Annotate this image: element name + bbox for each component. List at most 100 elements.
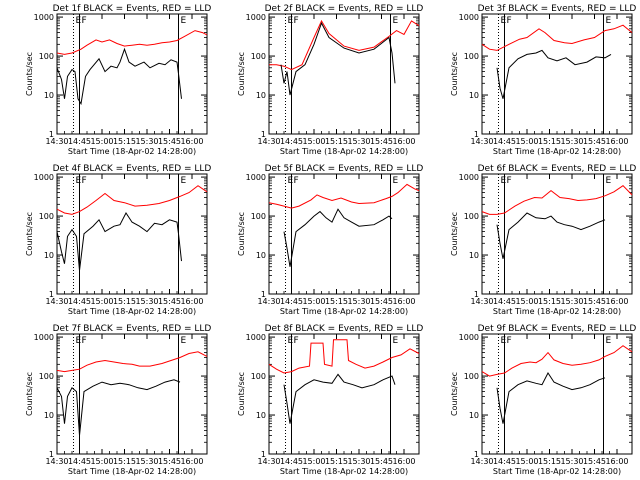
lld-series-line <box>56 30 208 55</box>
time-marker-label: F <box>82 336 87 346</box>
y-axis-label: Counts/sec <box>450 372 459 416</box>
x-tick-label: 16:00 <box>392 137 415 146</box>
x-tick-label: 16:00 <box>392 457 415 466</box>
time-marker-label: E <box>501 336 507 346</box>
y-tick-label: 1 <box>261 290 266 299</box>
x-tick-label: 14:45 <box>493 297 516 306</box>
time-marker-label: F <box>294 336 299 346</box>
y-tick-label: 100 <box>251 52 266 61</box>
x-tick-label: 15:00 <box>515 457 538 466</box>
time-marker-label: E <box>501 176 507 186</box>
x-tick-label: 16:00 <box>605 137 628 146</box>
time-marker-label: F <box>507 176 512 186</box>
events-series-line <box>56 47 182 106</box>
x-tick-label: 14:30 <box>257 457 280 466</box>
x-tick-label: 14:30 <box>257 297 280 306</box>
x-tick-label: 14:45 <box>68 297 91 306</box>
x-tick-label: 15:15 <box>113 137 136 146</box>
events-series-line <box>56 379 181 436</box>
x-tick-label: 15:15 <box>538 297 561 306</box>
y-tick-label: 10 <box>256 411 266 420</box>
x-tick-label: 14:30 <box>470 137 493 146</box>
x-tick-label: 14:30 <box>45 137 68 146</box>
x-tick-label: 15:00 <box>302 457 325 466</box>
lld-series-line <box>269 19 420 71</box>
time-marker-label: E <box>76 16 82 26</box>
time-marker-label: E <box>76 176 82 186</box>
x-tick-label: 15:00 <box>90 297 113 306</box>
events-series-line <box>496 372 606 424</box>
y-tick-label: 1 <box>49 130 54 139</box>
lld-series-line <box>56 351 208 373</box>
x-axis-label: Start Time (18-Apr-02 14:28:00) <box>68 147 196 156</box>
x-tick-label: 15:15 <box>325 297 348 306</box>
time-marker-label: F <box>507 336 512 346</box>
time-marker-label: E <box>181 336 187 346</box>
chart-title: Det 2f BLACK = Events, RED = LLD <box>265 4 424 14</box>
y-axis-label: Counts/sec <box>237 372 246 416</box>
x-tick-label: 15:45 <box>158 297 181 306</box>
y-tick-label: 100 <box>39 52 54 61</box>
time-marker-label: E <box>606 336 612 346</box>
x-tick-label: 15:00 <box>302 137 325 146</box>
x-tick-label: 16:00 <box>605 297 628 306</box>
y-tick-label: 100 <box>39 372 54 381</box>
y-tick-label: 10 <box>44 91 54 100</box>
x-tick-label: 16:00 <box>605 457 628 466</box>
time-marker-label: E <box>288 176 294 186</box>
chart-panel-9: Det 9f BLACK = Events, RED = LLD 1 10 100 10… <box>450 324 636 476</box>
x-tick-label: 15:00 <box>302 297 325 306</box>
y-tick-label: 100 <box>251 212 266 221</box>
x-tick-label: 16:00 <box>180 297 203 306</box>
x-tick-label: 15:45 <box>370 297 393 306</box>
y-tick-label: 1 <box>261 130 266 139</box>
y-tick-label: 1 <box>474 130 479 139</box>
x-tick-label: 15:45 <box>370 457 393 466</box>
x-tick-label: 16:00 <box>180 137 203 146</box>
y-tick-label: 1000 <box>459 333 479 342</box>
y-tick-label: 10 <box>469 91 479 100</box>
x-tick-label: 15:45 <box>158 137 181 146</box>
y-tick-label: 1000 <box>34 333 54 342</box>
time-marker-label: E <box>393 16 399 26</box>
x-tick-label: 15:15 <box>113 297 136 306</box>
lld-series-line <box>481 24 633 51</box>
chart-title: Det 4f BLACK = Events, RED = LLD <box>53 164 212 174</box>
y-tick-label: 1000 <box>459 173 479 182</box>
chart-panel-2: Det 2f BLACK = Events, RED = LLD 1 10 100 10… <box>237 4 423 156</box>
chart-panel-7: Det 7f BLACK = Events, RED = LLD 1 10 100 10… <box>25 324 211 476</box>
y-tick-label: 10 <box>44 411 54 420</box>
x-tick-label: 15:15 <box>325 137 348 146</box>
lld-series-line <box>268 183 420 209</box>
x-tick-label: 15:45 <box>583 137 606 146</box>
chart-panel-6: Det 6f BLACK = Events, RED = LLD 1 10 100 10… <box>450 164 636 316</box>
chart-panel-8: Det 8f BLACK = Events, RED = LLD 1 10 100 10… <box>237 324 423 476</box>
time-marker-label: E <box>288 16 294 26</box>
x-tick-label: 15:00 <box>90 137 113 146</box>
y-tick-label: 1 <box>49 450 54 459</box>
chart-panel-1: Det 1f BLACK = Events, RED = LLD 1 10 100 10… <box>25 4 211 156</box>
x-tick-label: 14:45 <box>493 457 516 466</box>
events-series-line <box>280 21 396 96</box>
x-tick-label: 15:45 <box>370 137 393 146</box>
x-tick-label: 16:00 <box>392 297 415 306</box>
x-tick-label: 15:30 <box>347 137 370 146</box>
y-tick-label: 100 <box>39 212 54 221</box>
y-axis-label: Counts/sec <box>450 212 459 256</box>
x-axis-label: Start Time (18-Apr-02 14:28:00) <box>280 467 408 476</box>
chart-title: Det 7f BLACK = Events, RED = LLD <box>53 324 212 334</box>
chart-title: Det 9f BLACK = Events, RED = LLD <box>478 324 637 334</box>
events-series-line <box>283 208 393 267</box>
time-marker-label: E <box>606 16 612 26</box>
x-tick-label: 15:15 <box>325 457 348 466</box>
y-tick-label: 1000 <box>34 13 54 22</box>
x-tick-label: 15:30 <box>560 457 583 466</box>
y-tick-label: 100 <box>464 212 479 221</box>
x-tick-label: 15:00 <box>515 137 538 146</box>
time-marker-label: E <box>393 176 399 186</box>
time-marker-label: F <box>294 176 299 186</box>
time-marker-label: E <box>76 336 82 346</box>
y-tick-label: 10 <box>44 251 54 260</box>
